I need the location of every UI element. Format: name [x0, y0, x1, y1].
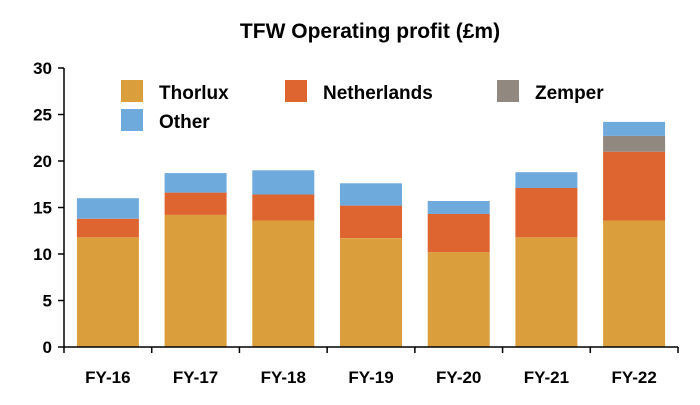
legend-swatch-netherlands [285, 80, 307, 102]
bar-netherlands-fy-16 [76, 218, 139, 238]
legend-swatch-zemper [497, 80, 519, 102]
bar-other-fy-16 [76, 198, 139, 219]
bar-thorlux-fy-17 [164, 214, 227, 347]
bar-netherlands-fy-21 [515, 188, 578, 238]
x-tick-label-fy-19: FY-19 [348, 368, 393, 387]
x-tick-label-fy-22: FY-22 [611, 368, 656, 387]
legend-label-other: Other [159, 112, 210, 133]
y-tick-label: 30 [33, 59, 52, 78]
bar-thorlux-fy-19 [340, 238, 402, 347]
bar-other-fy-19 [340, 183, 402, 206]
bar-thorlux-fy-21 [515, 237, 578, 347]
bar-other-fy-21 [515, 172, 578, 188]
x-tick-label-fy-21: FY-21 [524, 368, 569, 387]
axes-layer: 0 5 10 15 20 25 30 FY-16 FY-17 FY-18 FY-19 FY-20 FY-… [33, 59, 679, 387]
legend-label-netherlands: Netherlands [323, 83, 433, 104]
y-tick-label: 20 [33, 152, 52, 171]
legend-swatch-other [121, 109, 143, 131]
bar-netherlands-fy-19 [340, 205, 402, 239]
bar-netherlands-fy-18 [252, 194, 315, 221]
bar-other-fy-22 [603, 121, 666, 136]
x-tick-label-fy-20: FY-20 [436, 368, 481, 387]
legend-swatch-thorlux [121, 80, 143, 102]
bar-thorlux-fy-22 [603, 220, 666, 347]
chart-title: TFW Operating profit (£m) [240, 20, 500, 43]
bar-other-fy-20 [427, 201, 490, 214]
bar-thorlux-fy-16 [76, 237, 139, 347]
x-tick-label-fy-17: FY-17 [173, 368, 218, 387]
legend-label-thorlux: Thorlux [159, 83, 229, 104]
y-tick-label: 15 [33, 199, 52, 218]
bar-netherlands-fy-20 [427, 214, 490, 253]
y-tick-label: 10 [33, 245, 52, 264]
y-tick-label: 0 [43, 338, 52, 357]
legend-label-zemper: Zemper [535, 83, 604, 104]
bar-zemper-fy-22 [603, 135, 666, 152]
bar-thorlux-fy-18 [252, 220, 315, 347]
x-tick-label-fy-16: FY-16 [85, 368, 130, 387]
bars-layer [76, 121, 666, 347]
y-tick-label: 5 [43, 292, 52, 311]
bar-other-fy-17 [164, 173, 227, 193]
bar-netherlands-fy-22 [603, 151, 666, 221]
x-tick-label-fy-18: FY-18 [261, 368, 306, 387]
bar-netherlands-fy-17 [164, 192, 227, 215]
bar-thorlux-fy-20 [427, 252, 490, 347]
bar-other-fy-18 [252, 170, 315, 195]
legend: Thorlux Netherlands Zemper Other [121, 80, 604, 133]
y-tick-label: 25 [33, 106, 52, 125]
